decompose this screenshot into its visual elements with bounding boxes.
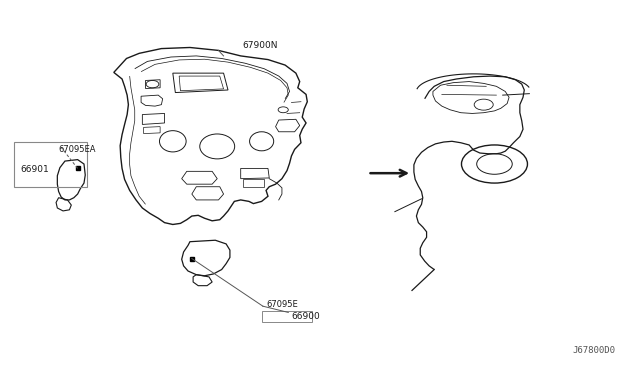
Text: J67800D0: J67800D0 xyxy=(572,346,615,355)
Text: 66901: 66901 xyxy=(20,165,49,174)
Text: 66900: 66900 xyxy=(291,312,320,321)
Text: 67095E: 67095E xyxy=(266,300,298,309)
Text: 67095EA: 67095EA xyxy=(59,145,96,154)
Text: 67900N: 67900N xyxy=(243,41,278,51)
